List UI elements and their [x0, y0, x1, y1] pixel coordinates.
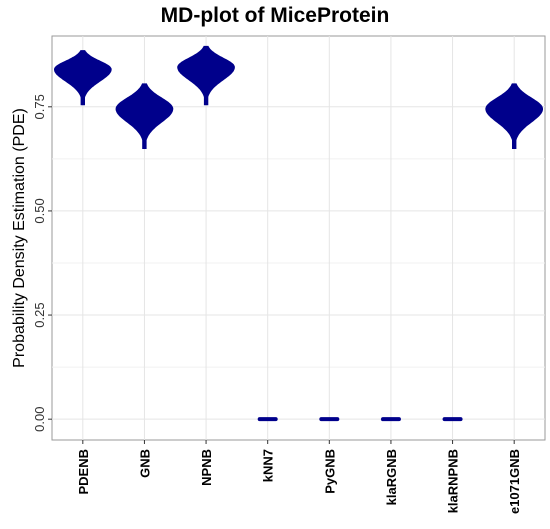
- panel-border: [51, 35, 546, 441]
- y-tick-label: 0.50: [32, 198, 47, 223]
- violin-shape: [485, 83, 543, 149]
- chart-title: MD-plot of MiceProtein: [160, 4, 390, 27]
- violin-shape: [115, 83, 174, 149]
- violin-layer: [54, 45, 543, 422]
- x-tick-label: PDENB: [76, 449, 91, 495]
- y-tick-label: 0.25: [32, 302, 47, 327]
- x-tick-label: klaRGNB: [384, 449, 399, 505]
- violin-shape: [54, 50, 112, 106]
- axis-layer: 0.00 0.25 0.50 0.75 PDENB GNB NPNB kNN7 PyGNB kla…: [11, 94, 522, 514]
- y-tick-label: 0.75: [32, 94, 47, 119]
- x-tick-label: PyGNB: [322, 449, 337, 494]
- x-tick-label: GNB: [137, 449, 152, 478]
- x-tick-label: klaRNPNB: [446, 449, 461, 513]
- x-tick-label: e1071GNB: [507, 449, 522, 514]
- x-tick-label: NPNB: [199, 449, 214, 486]
- y-axis-label: Probability Density Estimation (PDE): [11, 108, 28, 368]
- grid-layer: [51, 35, 546, 441]
- x-tick-label: kNN7: [261, 449, 276, 482]
- violin-shape: [177, 45, 235, 106]
- y-tick-label: 0.00: [32, 407, 47, 432]
